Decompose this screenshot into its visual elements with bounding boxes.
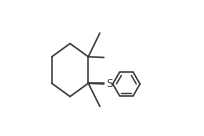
Text: S: S — [106, 79, 113, 89]
